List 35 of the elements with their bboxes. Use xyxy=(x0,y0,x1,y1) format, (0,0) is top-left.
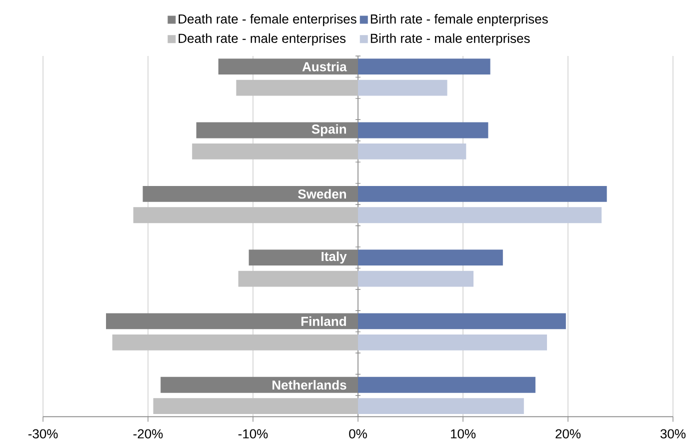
bar xyxy=(112,334,358,350)
x-tick-label: 20% xyxy=(556,429,581,438)
bar xyxy=(358,270,474,287)
bar xyxy=(358,250,503,266)
bar xyxy=(358,58,490,75)
y-tick-label: Spain xyxy=(312,124,346,136)
bar xyxy=(358,334,547,350)
x-tick-label: 0% xyxy=(349,429,367,438)
x-tick-label: -20% xyxy=(133,429,163,438)
bar xyxy=(358,144,466,160)
x-tick-label: -30% xyxy=(28,429,58,438)
bar xyxy=(358,376,536,393)
bar xyxy=(238,270,358,287)
bar xyxy=(358,186,607,202)
bar xyxy=(358,313,566,330)
bar xyxy=(358,398,524,414)
y-tick-label: Sweden xyxy=(298,189,346,199)
bar xyxy=(236,80,358,96)
legend-label: Death rate - female enterprises xyxy=(178,14,356,26)
y-tick-label: Italy xyxy=(322,251,347,264)
y-tick-label: Austria xyxy=(302,62,347,72)
x-tick-label: 30% xyxy=(660,429,686,438)
bar xyxy=(153,398,358,414)
y-tick-label: Finland xyxy=(301,316,346,326)
x-tick-label: 10% xyxy=(450,429,476,438)
legend-label: Birth rate - female enpterprises xyxy=(370,14,548,26)
bar xyxy=(358,207,602,224)
legend-label: Death rate - male enterprises xyxy=(178,33,346,46)
legend-label: Birth rate - male enterprises xyxy=(370,33,530,46)
bar xyxy=(358,122,488,138)
x-tick-label: -10% xyxy=(238,429,268,438)
y-tick-label: Netherlands xyxy=(272,380,346,390)
bar xyxy=(133,207,358,224)
bar xyxy=(192,144,358,160)
bar xyxy=(358,80,448,96)
